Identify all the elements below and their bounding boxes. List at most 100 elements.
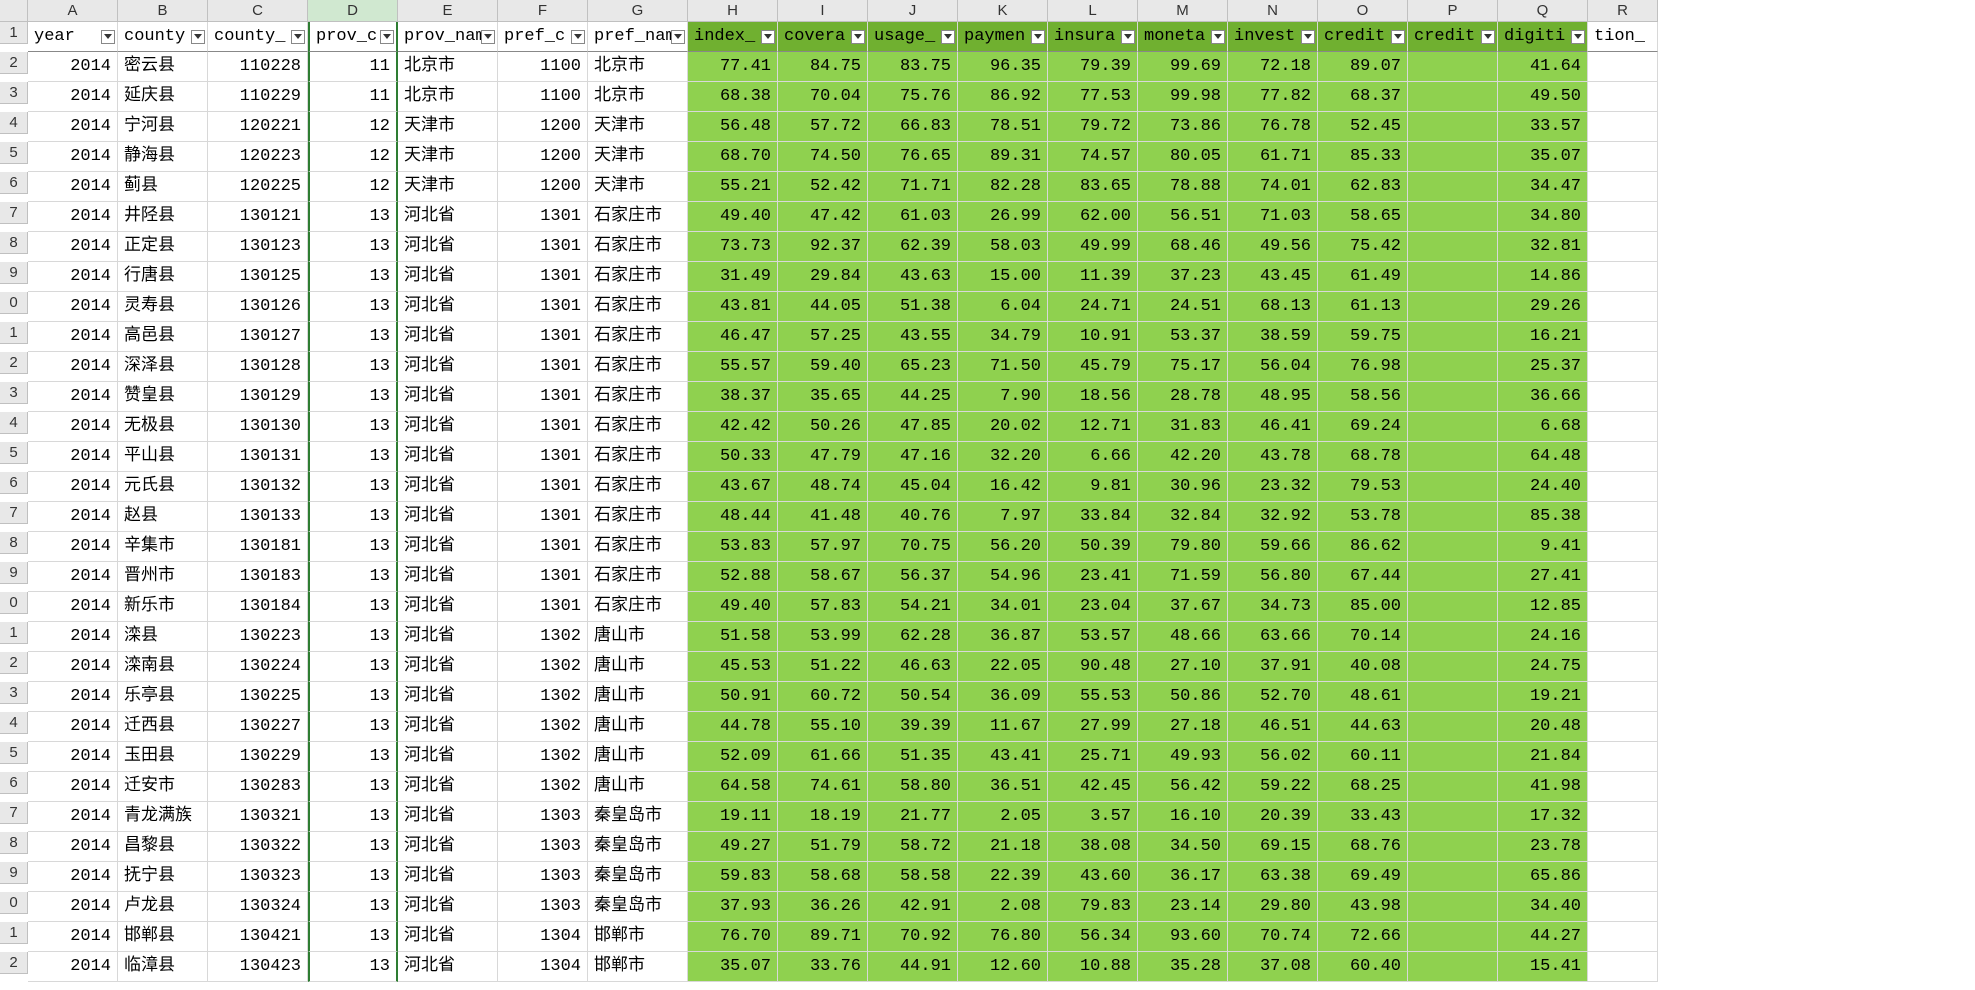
data-cell[interactable] <box>1588 472 1658 502</box>
data-cell[interactable]: 31.49 <box>688 262 778 292</box>
data-cell[interactable]: 37.93 <box>688 892 778 922</box>
data-cell[interactable]: 48.61 <box>1318 682 1408 712</box>
data-cell[interactable]: 80.05 <box>1138 142 1228 172</box>
filter-dropdown-icon[interactable] <box>101 30 115 44</box>
data-cell[interactable]: 16.42 <box>958 472 1048 502</box>
data-cell[interactable]: 23.32 <box>1228 472 1318 502</box>
data-cell[interactable]: 6.68 <box>1498 412 1588 442</box>
row-header[interactable]: 9 <box>0 562 28 584</box>
data-cell[interactable]: 1301 <box>498 502 588 532</box>
data-cell[interactable]: 1303 <box>498 832 588 862</box>
data-cell[interactable]: 13 <box>308 862 398 892</box>
data-cell[interactable]: 23.41 <box>1048 562 1138 592</box>
data-cell[interactable]: 13 <box>308 472 398 502</box>
data-cell[interactable]: 68.38 <box>688 82 778 112</box>
data-cell[interactable]: 33.57 <box>1498 112 1588 142</box>
data-cell[interactable]: 57.83 <box>778 592 868 622</box>
data-cell[interactable]: 22.05 <box>958 652 1048 682</box>
data-cell[interactable] <box>1588 412 1658 442</box>
data-cell[interactable]: 36.17 <box>1138 862 1228 892</box>
data-cell[interactable]: 27.10 <box>1138 652 1228 682</box>
data-cell[interactable]: 49.40 <box>688 592 778 622</box>
data-cell[interactable]: 61.03 <box>868 202 958 232</box>
data-cell[interactable]: 石家庄市 <box>588 412 688 442</box>
data-cell[interactable]: 13 <box>308 652 398 682</box>
data-cell[interactable]: 27.18 <box>1138 712 1228 742</box>
data-cell[interactable]: 34.79 <box>958 322 1048 352</box>
data-cell[interactable]: 58.56 <box>1318 382 1408 412</box>
data-cell[interactable]: 85.38 <box>1498 502 1588 532</box>
data-cell[interactable]: 24.40 <box>1498 472 1588 502</box>
data-cell[interactable]: 天津市 <box>588 172 688 202</box>
data-cell[interactable]: 北京市 <box>398 82 498 112</box>
data-cell[interactable]: 53.99 <box>778 622 868 652</box>
data-cell[interactable]: 40.08 <box>1318 652 1408 682</box>
data-cell[interactable] <box>1408 592 1498 622</box>
data-cell[interactable]: 70.75 <box>868 532 958 562</box>
data-cell[interactable]: 9.41 <box>1498 532 1588 562</box>
data-cell[interactable]: 35.65 <box>778 382 868 412</box>
data-cell[interactable]: 13 <box>308 562 398 592</box>
data-cell[interactable]: 34.80 <box>1498 202 1588 232</box>
data-cell[interactable]: 25.37 <box>1498 352 1588 382</box>
data-cell[interactable]: 唐山市 <box>588 742 688 772</box>
data-cell[interactable]: 58.58 <box>868 862 958 892</box>
data-cell[interactable]: 河北省 <box>398 562 498 592</box>
data-cell[interactable] <box>1408 232 1498 262</box>
data-cell[interactable]: 2014 <box>28 472 118 502</box>
data-cell[interactable]: 1302 <box>498 742 588 772</box>
data-cell[interactable]: 9.81 <box>1048 472 1138 502</box>
data-cell[interactable]: 1200 <box>498 112 588 142</box>
data-cell[interactable] <box>1408 712 1498 742</box>
data-cell[interactable]: 44.63 <box>1318 712 1408 742</box>
data-cell[interactable]: 36.87 <box>958 622 1048 652</box>
row-header[interactable]: 7 <box>0 502 28 524</box>
data-cell[interactable]: 44.25 <box>868 382 958 412</box>
col-header-F[interactable]: F <box>498 0 588 22</box>
data-cell[interactable]: 37.91 <box>1228 652 1318 682</box>
data-cell[interactable]: 13 <box>308 442 398 472</box>
data-cell[interactable]: 1301 <box>498 592 588 622</box>
col-header-H[interactable]: H <box>688 0 778 22</box>
data-cell[interactable]: 6.04 <box>958 292 1048 322</box>
filter-dropdown-icon[interactable] <box>1211 30 1225 44</box>
data-cell[interactable]: 2014 <box>28 682 118 712</box>
data-cell[interactable]: 34.47 <box>1498 172 1588 202</box>
data-cell[interactable]: 32.20 <box>958 442 1048 472</box>
data-cell[interactable]: 25.71 <box>1048 742 1138 772</box>
data-cell[interactable]: 河北省 <box>398 622 498 652</box>
data-cell[interactable]: 43.45 <box>1228 262 1318 292</box>
data-cell[interactable]: 76.98 <box>1318 352 1408 382</box>
data-cell[interactable] <box>1588 172 1658 202</box>
data-cell[interactable]: 2014 <box>28 892 118 922</box>
data-cell[interactable] <box>1588 142 1658 172</box>
data-cell[interactable] <box>1588 922 1658 952</box>
data-cell[interactable] <box>1588 532 1658 562</box>
data-cell[interactable]: 47.42 <box>778 202 868 232</box>
row-header[interactable]: 3 <box>0 82 28 104</box>
data-cell[interactable] <box>1588 862 1658 892</box>
data-cell[interactable]: 85.00 <box>1318 592 1408 622</box>
data-cell[interactable]: 1301 <box>498 532 588 562</box>
data-cell[interactable]: 13 <box>308 292 398 322</box>
data-cell[interactable] <box>1588 352 1658 382</box>
row-header[interactable]: 0 <box>0 592 28 614</box>
data-cell[interactable]: 20.02 <box>958 412 1048 442</box>
data-cell[interactable]: 13 <box>308 532 398 562</box>
data-cell[interactable]: 1301 <box>498 412 588 442</box>
data-cell[interactable]: 2014 <box>28 412 118 442</box>
data-cell[interactable]: 72.66 <box>1318 922 1408 952</box>
data-cell[interactable]: 2014 <box>28 82 118 112</box>
filter-dropdown-icon[interactable] <box>851 30 865 44</box>
col-header-R[interactable]: R <box>1588 0 1658 22</box>
data-cell[interactable]: 76.80 <box>958 922 1048 952</box>
data-cell[interactable]: 2014 <box>28 742 118 772</box>
row-header-1[interactable]: 1 <box>0 22 28 44</box>
data-cell[interactable]: 深泽县 <box>118 352 208 382</box>
data-cell[interactable]: 78.88 <box>1138 172 1228 202</box>
col-header-K[interactable]: K <box>958 0 1048 22</box>
data-cell[interactable]: 71.71 <box>868 172 958 202</box>
data-cell[interactable] <box>1588 322 1658 352</box>
data-cell[interactable] <box>1408 412 1498 442</box>
data-cell[interactable]: 临漳县 <box>118 952 208 982</box>
